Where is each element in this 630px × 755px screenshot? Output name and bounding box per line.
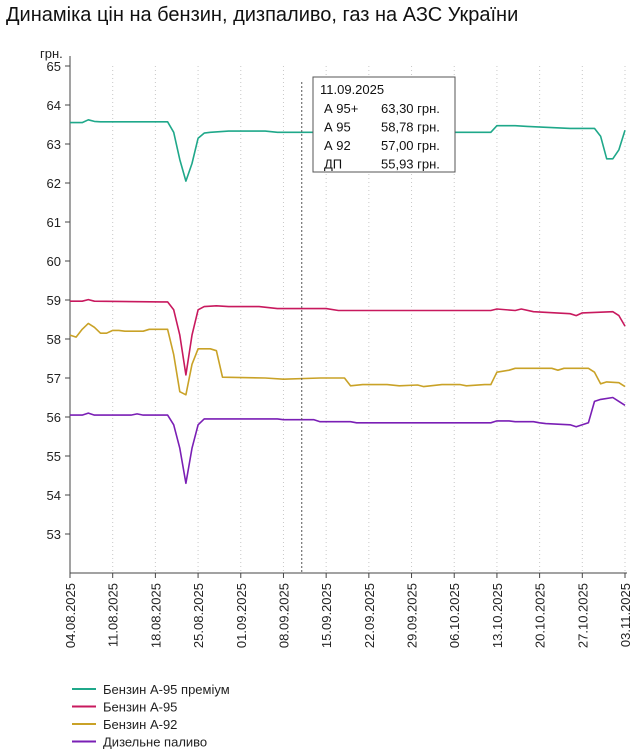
legend-item[interactable]: Бензин А-95 (103, 700, 177, 715)
y-tick-label: 61 (47, 215, 61, 230)
legend[interactable]: Бензин А-95 преміум Бензин А-95 Бензин А-9… (72, 682, 230, 750)
y-axis-label: грн. (40, 46, 63, 61)
y-tick-label: 54 (47, 488, 61, 503)
tooltip-box (312, 76, 456, 173)
y-tick-label: 57 (47, 371, 61, 386)
x-tick-label: 11.08.2025 (106, 583, 121, 647)
chart-title: Динаміка цін на бензин, дизпаливо, газ н… (6, 4, 519, 26)
x-tick-label: 25.08.2025 (191, 583, 206, 648)
x-tick-label: 27.10.2025 (575, 583, 590, 648)
y-tick-label: 58 (47, 332, 61, 347)
tooltip-row-label: ДП (324, 157, 342, 172)
x-tick-label: 18.08.2025 (148, 583, 163, 648)
tooltip-row-label: А 95+ (324, 101, 358, 116)
tooltip-row-label: А 95 (324, 120, 351, 135)
x-tick-label: 22.09.2025 (362, 583, 377, 648)
y-tick-label: 64 (47, 98, 61, 113)
tooltip-row-value: 57,00 грн. (381, 138, 440, 153)
legend-item[interactable]: Бензин А-92 (103, 717, 177, 732)
tooltip-row-label: А 92 (324, 138, 351, 153)
x-tick-label: 20.10.2025 (533, 583, 548, 648)
x-tick-label: 15.09.2025 (319, 583, 334, 648)
tooltip-row-value: 58,78 грн. (381, 120, 440, 135)
y-tick-label: 56 (47, 410, 61, 425)
x-tick-label: 13.10.2025 (490, 583, 505, 648)
legend-item[interactable]: Дизельне паливо (103, 735, 207, 750)
series-line-4[interactable] (70, 396, 626, 485)
legend-item[interactable]: Бензин А-95 преміум (103, 682, 230, 697)
x-tick-label: 03.11.2025 (618, 583, 630, 647)
y-tick-label: 59 (47, 293, 61, 308)
x-tick-label: 04.08.2025 (63, 583, 78, 648)
x-tick-label: 01.09.2025 (234, 583, 249, 648)
y-tick-label: 60 (47, 254, 61, 269)
series-line-3[interactable] (69, 322, 626, 396)
series-line-1[interactable] (70, 119, 626, 182)
tooltip-date: 11.09.2025 (320, 82, 384, 97)
tooltip-row-value: 63,30 грн. (381, 101, 440, 116)
x-tick-label: 06.10.2025 (447, 583, 462, 648)
y-tick-label: 65 (47, 59, 61, 74)
tooltip: 11.09.2025 А 95+ 63,30 грн. А 95 58,78 грн. А… (301, 76, 456, 573)
x-tick-label: 29.09.2025 (405, 583, 420, 648)
y-tick-label: 62 (47, 176, 61, 191)
tooltip-row-value: 55,93 грн. (381, 157, 440, 172)
series-line-2[interactable] (70, 298, 626, 376)
x-tick-label: 08.09.2025 (276, 583, 291, 648)
y-tick-label: 53 (47, 527, 61, 542)
y-tick-label: 55 (47, 449, 61, 464)
series-layer[interactable] (69, 119, 626, 485)
y-tick-label: 63 (47, 137, 61, 152)
